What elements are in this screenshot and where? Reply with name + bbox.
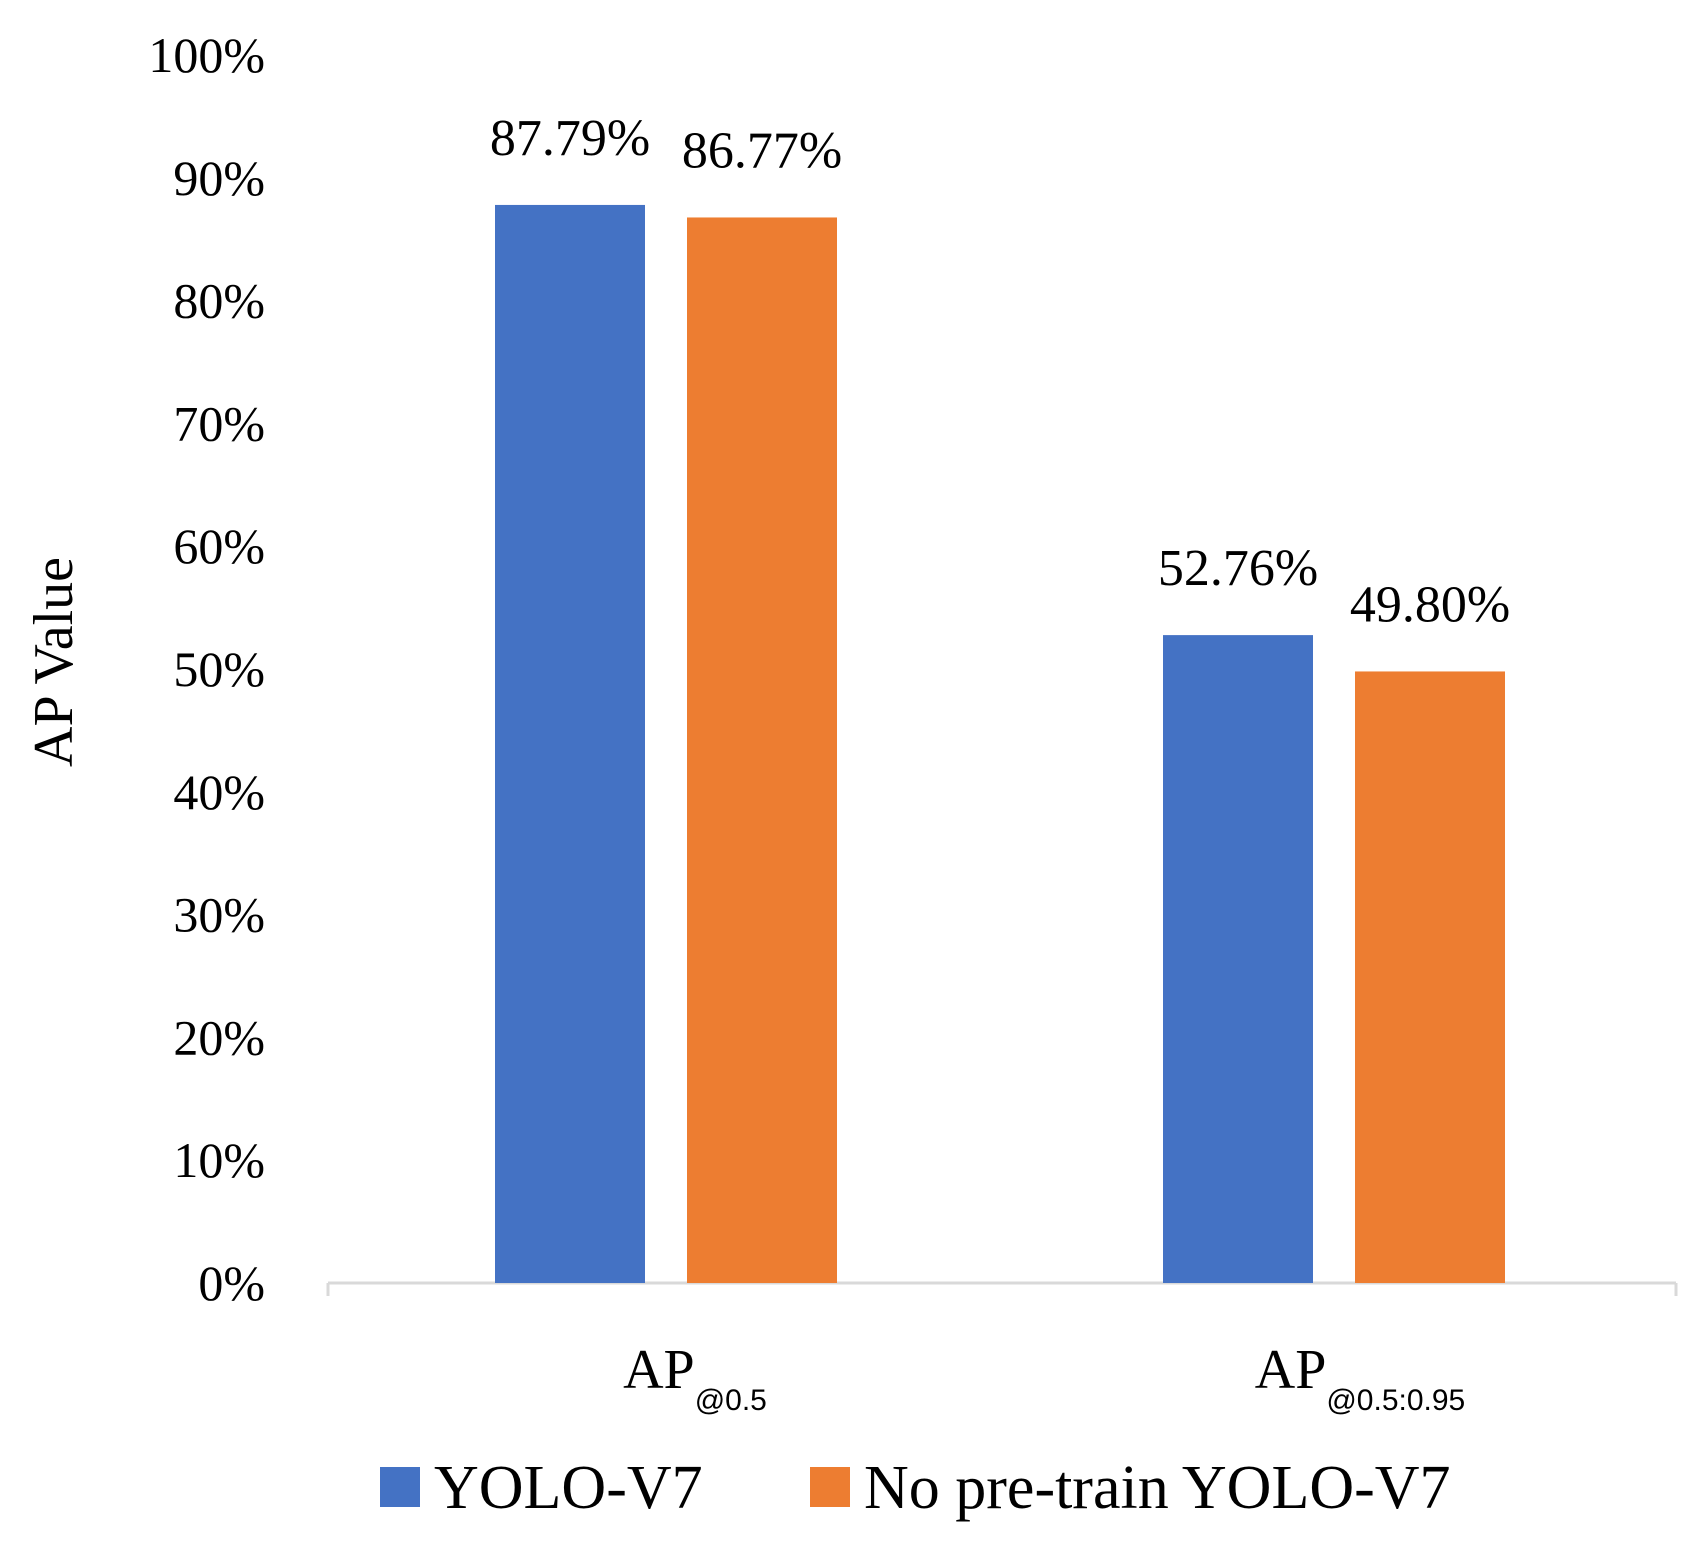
category-main: AP xyxy=(623,1339,695,1401)
data-labels-group: 87.79% 52.76% 86.77% 49.80% xyxy=(490,110,1510,634)
bars-group xyxy=(495,204,1505,1284)
bar-1-0 xyxy=(687,217,837,1284)
legend-swatch-1 xyxy=(810,1467,850,1507)
data-label: 52.76% xyxy=(1158,540,1318,597)
legend-label-1: No pre-train YOLO-V7 xyxy=(864,1454,1451,1522)
y-tick-label: 50% xyxy=(173,641,265,697)
y-tick-label: 0% xyxy=(198,1255,265,1311)
y-axis-label: AP Value xyxy=(23,557,85,767)
legend: YOLO-V7 No pre-train YOLO-V7 xyxy=(380,1454,1451,1522)
category-subscript: @0.5:0.95 xyxy=(1326,1384,1465,1417)
y-tick-label: 60% xyxy=(173,518,265,574)
data-label: 49.80% xyxy=(1350,576,1510,633)
category-subscript: @0.5 xyxy=(695,1384,767,1417)
y-tick-label: 30% xyxy=(173,887,265,943)
bar-0-1 xyxy=(1163,635,1313,1283)
x-category-label: AP@0.5 xyxy=(623,1339,767,1417)
y-tick-label: 40% xyxy=(173,764,265,820)
bar-0-0 xyxy=(495,204,645,1283)
y-tick-label: 20% xyxy=(173,1009,265,1065)
y-tick-label: 70% xyxy=(173,395,265,451)
category-main: AP xyxy=(1255,1339,1327,1401)
y-tick-label: 90% xyxy=(173,150,265,206)
y-axis-ticks: 0% 10% 20% 30% 40% 50% 60% 70% 80% 90% 100% xyxy=(148,27,265,1311)
data-label: 86.77% xyxy=(682,122,842,179)
y-tick-label: 10% xyxy=(173,1132,265,1188)
legend-label-0: YOLO-V7 xyxy=(434,1454,703,1522)
data-label: 87.79% xyxy=(490,110,650,167)
x-axis-categories: AP@0.5 AP@0.5:0.95 xyxy=(623,1339,1465,1417)
x-category-label: AP@0.5:0.95 xyxy=(1255,1339,1465,1417)
legend-swatch-0 xyxy=(380,1467,420,1507)
y-tick-label: 80% xyxy=(173,273,265,329)
y-tick-label: 100% xyxy=(148,27,265,83)
bar-1-1 xyxy=(1355,671,1505,1283)
